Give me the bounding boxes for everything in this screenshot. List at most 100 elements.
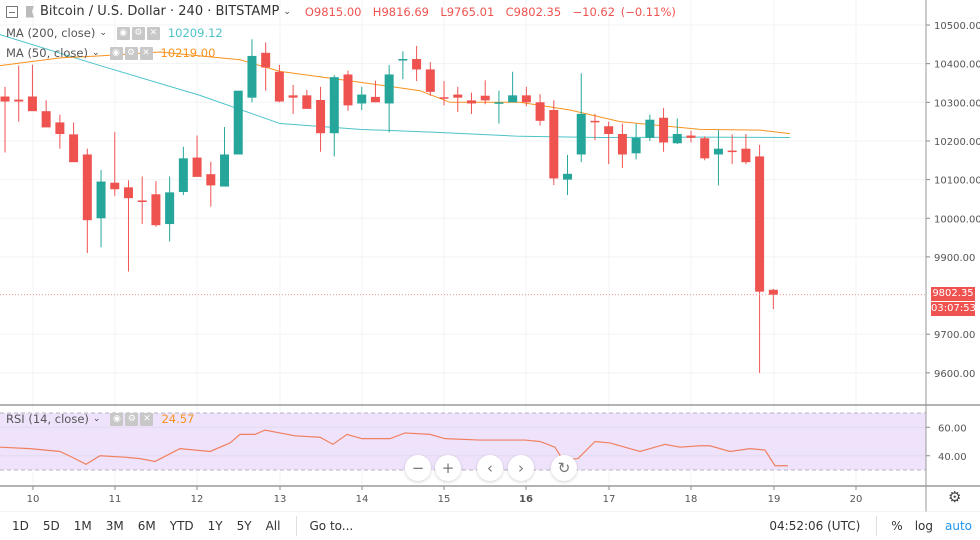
svg-text:14: 14 [356, 494, 369, 505]
chevron-down-icon[interactable]: ⌄ [283, 6, 291, 17]
goto-button[interactable]: Go to... [309, 519, 354, 533]
range-5d[interactable]: 5D [42, 519, 60, 533]
bar-countdown-tag: 03:07:53 [931, 302, 976, 316]
range-all[interactable]: All [265, 519, 281, 533]
rsi-label[interactable]: RSI (14, close) [6, 412, 89, 426]
range-1d[interactable]: 1D [12, 519, 29, 533]
candle [384, 65, 394, 133]
zoom-in-button[interactable]: + [435, 455, 461, 481]
svg-text:9900.00: 9900.00 [934, 253, 975, 264]
close-value: C9802.35 [505, 4, 562, 19]
range-ytd[interactable]: YTD [169, 519, 194, 533]
candle [27, 64, 37, 112]
candle [768, 288, 778, 310]
svg-text:15: 15 [438, 494, 451, 505]
eye-icon[interactable]: ◉ [116, 26, 130, 40]
range-3m[interactable]: 3M [105, 519, 124, 533]
candle [0, 86, 10, 153]
candle [370, 80, 380, 103]
rsi-pane: 60.00 40.00 [0, 412, 967, 471]
ma200-label[interactable]: MA (200, close) [6, 26, 96, 40]
close-icon[interactable]: ✕ [146, 26, 160, 40]
minus-icon: − [411, 459, 425, 477]
candle [233, 90, 243, 155]
scroll-right-button[interactable]: › [508, 455, 534, 481]
chevron-right-icon: › [518, 459, 524, 477]
ma50-label[interactable]: MA (50, close) [6, 46, 88, 60]
candle [439, 81, 449, 106]
candle [110, 132, 120, 196]
svg-text:10500.00: 10500.00 [934, 21, 980, 32]
candle [302, 89, 312, 109]
ma200-legend: MA (200, close) ⌄ ◉ ⚙ ✕ 10209.12 [6, 26, 223, 40]
change-value: −10.62 (−0.11%) [572, 4, 676, 19]
collapse-icon[interactable] [6, 5, 18, 18]
svg-text:9600.00: 9600.00 [934, 369, 975, 380]
candle [727, 134, 737, 165]
svg-text:40.00: 40.00 [938, 452, 967, 463]
symbol-legend: Bitcoin / U.S. Dollar · 240 · BITSTAMP ⌄… [6, 4, 676, 19]
settings-icon[interactable]: ⚙ [124, 46, 138, 60]
flag-icon[interactable] [26, 5, 34, 18]
plus-icon: + [441, 459, 455, 477]
chevron-down-icon[interactable]: ⌄ [91, 48, 100, 58]
chevron-down-icon[interactable]: ⌄ [99, 28, 107, 38]
candle [480, 80, 490, 105]
candle [686, 130, 696, 143]
close-icon[interactable]: ✕ [139, 46, 153, 60]
candle [220, 127, 230, 187]
settings-icon[interactable]: ⚙ [131, 26, 145, 40]
scroll-left-button[interactable]: ‹ [477, 455, 503, 481]
zoom-out-button[interactable]: − [405, 455, 431, 481]
range-1y[interactable]: 1Y [207, 519, 223, 533]
range-5y[interactable]: 5Y [236, 519, 252, 533]
candle [563, 154, 573, 196]
range-1m[interactable]: 1M [73, 519, 92, 533]
utc-clock[interactable]: 04:52:06 (UTC) [769, 519, 861, 533]
svg-text:18: 18 [685, 494, 698, 505]
eye-icon[interactable]: ◉ [110, 412, 124, 426]
chevron-down-icon[interactable]: ⌄ [92, 414, 101, 424]
candle [206, 161, 216, 207]
candle [741, 133, 751, 165]
candle [316, 86, 326, 152]
candlesticks [0, 39, 778, 373]
candle [247, 39, 257, 103]
svg-text:10200.00: 10200.00 [934, 137, 980, 148]
candle [288, 84, 298, 114]
last-price-tag: 9802.35 [931, 287, 975, 301]
candle [178, 146, 188, 196]
settings-gear-icon[interactable]: ⚙ [948, 488, 962, 506]
reset-chart-button[interactable]: ↻ [551, 455, 577, 481]
ma50-legend: MA (50, close) ⌄ ◉ ⚙ ✕ 10219.00 [6, 46, 215, 60]
close-icon[interactable]: ✕ [140, 412, 154, 426]
symbol-title[interactable]: Bitcoin / U.S. Dollar · 240 · BITSTAMP [40, 4, 280, 19]
log-scale-toggle[interactable]: log [914, 519, 933, 533]
candle [631, 123, 641, 160]
range-6m[interactable]: 6M [137, 519, 156, 533]
reset-icon: ↻ [557, 459, 571, 477]
candle [453, 86, 463, 112]
candle [494, 90, 504, 124]
candle [425, 62, 435, 96]
axes: 10500.00 10400.00 10300.00 10200.00 10100.00… [0, 0, 980, 512]
candle [69, 122, 79, 163]
ma50-value: 10219.00 [160, 46, 216, 60]
divider [876, 516, 878, 536]
candle [82, 148, 92, 254]
candle [274, 64, 284, 103]
eye-icon[interactable]: ◉ [109, 46, 123, 60]
svg-text:10400.00: 10400.00 [934, 60, 980, 71]
candle [343, 70, 353, 111]
candle [645, 114, 655, 141]
open-value: O9815.00 [304, 4, 362, 19]
svg-text:20: 20 [850, 494, 863, 505]
auto-scale-toggle[interactable]: auto [944, 519, 972, 533]
settings-icon[interactable]: ⚙ [125, 412, 139, 426]
candle [192, 135, 202, 177]
candle [549, 100, 559, 186]
percent-scale-toggle[interactable]: % [891, 519, 903, 533]
high-value: H9816.69 [372, 4, 429, 19]
chevron-left-icon: ‹ [487, 459, 493, 477]
